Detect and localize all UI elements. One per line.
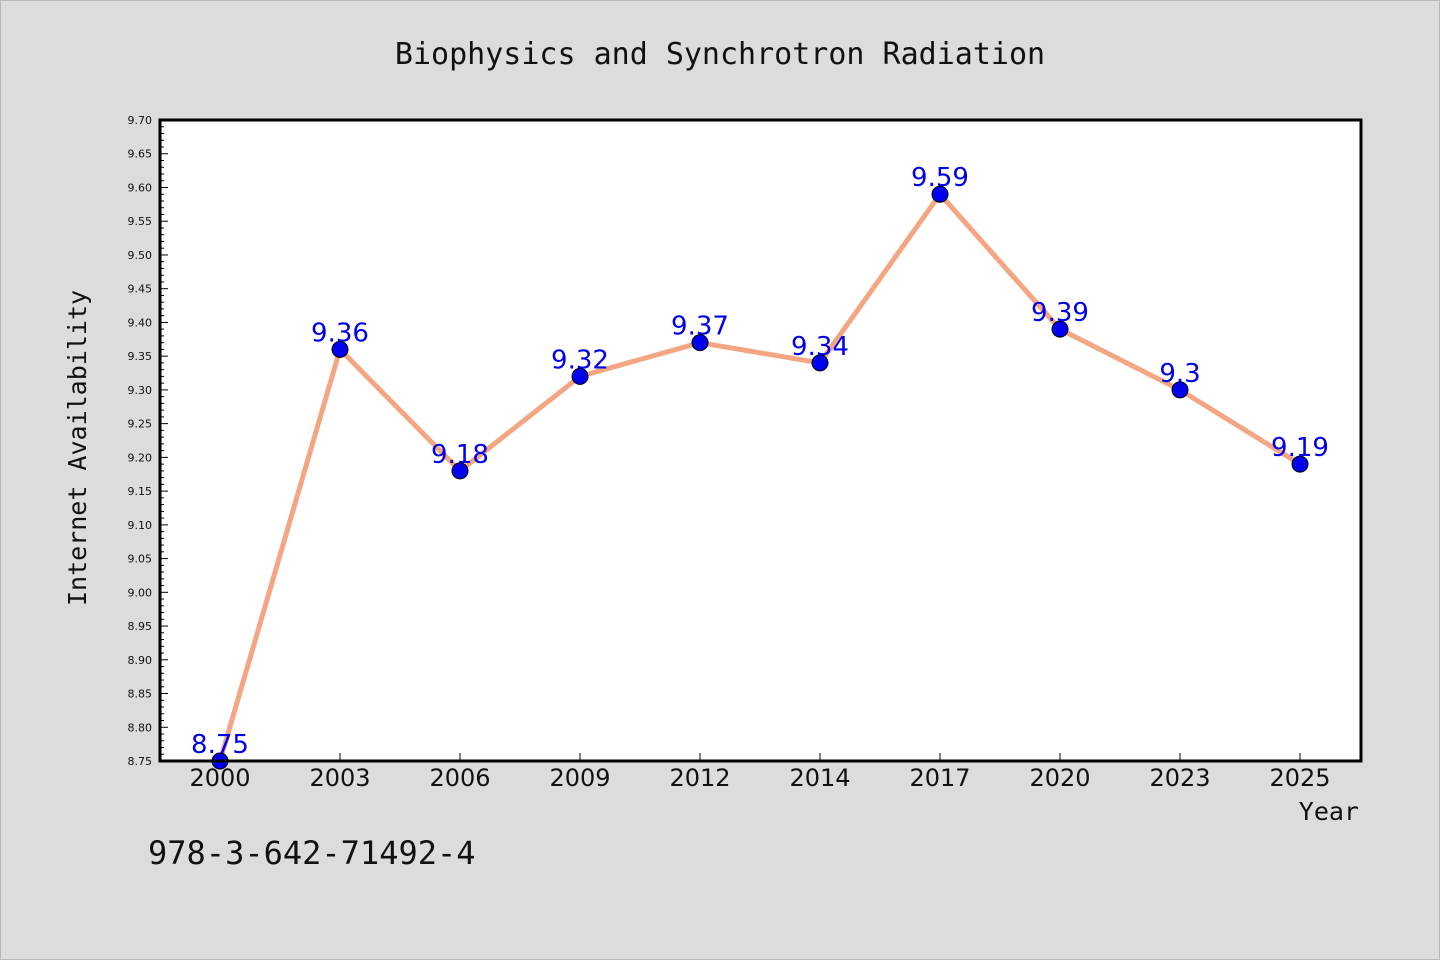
data-point [1051,320,1069,338]
y-tick-label: 9.55 [128,215,153,228]
x-axis-label: Year [1299,797,1359,826]
y-tick-label: 8.80 [128,721,153,734]
y-tick-label: 9.65 [128,148,153,161]
data-label: 8.75 [191,730,249,760]
data-label: 9.59 [911,163,969,193]
y-tick-label: 9.50 [128,249,153,262]
x-axis-ticks: 2000 2003 2006 2009 2012 2014 2017 2020 2023 2025 [189,753,1331,792]
y-tick-label: 9.15 [128,485,153,498]
footer-isbn: 978-3-642-71492-4 [148,834,476,872]
x-tick-label: 2023 [1149,764,1210,792]
y-tick-label: 9.05 [128,553,153,566]
x-tick-label: 2012 [669,764,730,792]
plot-area [160,120,1361,761]
series-layer: 8.75 9.36 9.18 9.32 9.37 9.34 9.59 9.39 9.3 9.19 [191,163,1329,770]
data-point [691,334,709,352]
chart-title: Biophysics and Synchrotron Radiation [395,37,1045,72]
y-tick-label: 9.60 [128,181,153,194]
x-tick-label: 2014 [789,764,850,792]
y-tick-label: 9.25 [128,418,153,431]
data-label: 9.39 [1031,298,1089,328]
y-tick-label: 8.75 [128,755,153,768]
data-point [331,340,349,358]
y-tick-label: 9.35 [128,350,153,363]
data-point [811,354,829,372]
x-tick-label: 2020 [1029,764,1090,792]
data-label: 9.37 [671,312,729,342]
data-point [451,462,469,480]
plot-frame [158,118,1363,763]
y-tick-label: 9.10 [128,519,153,532]
y-tick-label: 9.40 [128,316,153,329]
data-point [931,185,949,203]
data-point [571,367,589,385]
y-tick-label: 9.20 [128,451,153,464]
x-tick-label: 2006 [429,764,490,792]
y-axis-ticks: 8.75 8.80 8.85 8.90 8.95 9.00 9.05 9.10 9.15 9.20… [128,114,168,768]
x-tick-label: 2025 [1269,764,1330,792]
data-point [1291,455,1309,473]
data-label: 9.36 [311,318,369,348]
data-label: 9.18 [431,440,489,470]
series-line [217,191,1303,764]
y-tick-label: 8.95 [128,620,153,633]
data-label: 9.19 [1271,433,1329,463]
data-label: 9.32 [551,345,609,375]
data-point [1171,381,1189,399]
y-tick-label: 9.00 [128,586,153,599]
y-tick-label: 9.70 [128,114,153,127]
y-tick-label: 9.45 [128,283,153,296]
y-tick-label: 8.85 [128,688,153,701]
y-axis-label: Internet Availability [63,290,92,606]
data-label: 9.3 [1159,359,1200,389]
y-tick-label: 8.90 [128,654,153,667]
x-tick-label: 2017 [909,764,970,792]
data-label: 9.34 [791,332,849,362]
x-tick-label: 2009 [549,764,610,792]
x-tick-label: 2003 [309,764,370,792]
y-tick-label: 9.30 [128,384,153,397]
